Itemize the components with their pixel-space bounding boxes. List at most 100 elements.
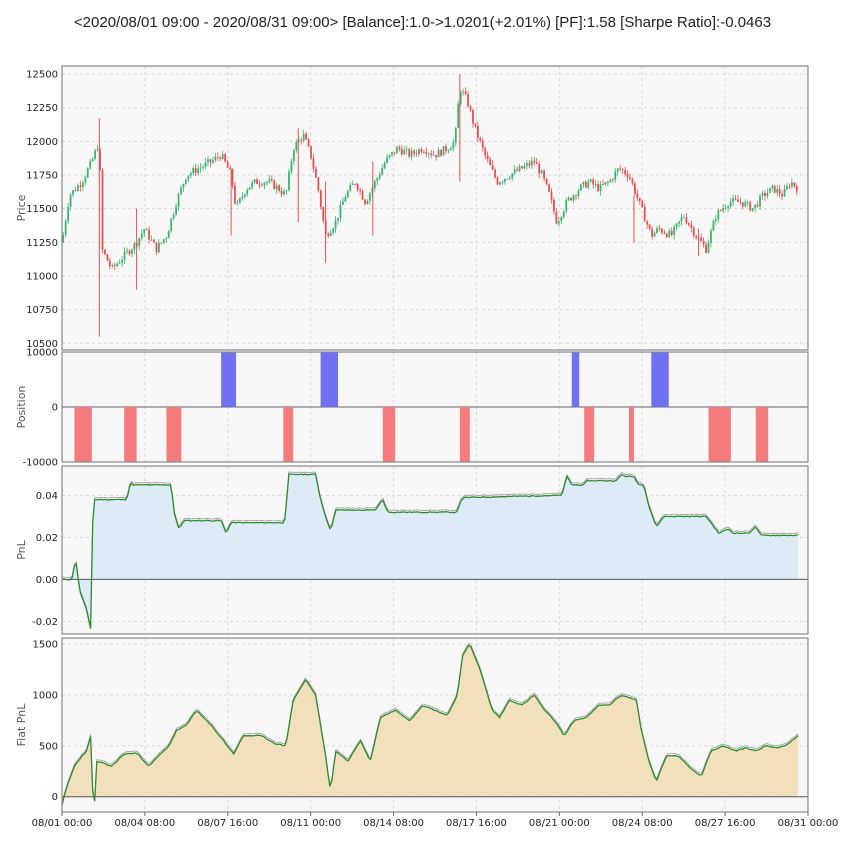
- candle-body: [737, 199, 739, 202]
- x-tick-label: 08/04 08:00: [114, 818, 175, 829]
- candle-body: [435, 154, 438, 158]
- candle-body: [140, 233, 143, 238]
- candle-body: [128, 250, 131, 254]
- candle-body: [660, 228, 663, 233]
- candle-body: [665, 233, 668, 238]
- candle-body: [108, 260, 111, 267]
- candle-body: [197, 168, 200, 174]
- y-tick-label: 11250: [26, 238, 58, 249]
- candle-body: [386, 157, 388, 163]
- candle-body: [761, 192, 764, 196]
- candle-body: [359, 189, 362, 191]
- candle-body: [636, 193, 639, 198]
- candle-body: [351, 183, 354, 186]
- candle-body: [469, 106, 472, 111]
- candle-body: [700, 237, 703, 242]
- candle-body: [422, 152, 425, 153]
- y-axis-label: PnL: [15, 539, 28, 559]
- candle-body: [376, 178, 379, 182]
- candle-body: [116, 263, 119, 267]
- candle-body: [633, 183, 636, 194]
- candle-body: [653, 232, 656, 237]
- candle-body: [337, 218, 339, 221]
- candle-body: [194, 167, 197, 174]
- candle-body: [297, 139, 300, 143]
- candle-body: [391, 152, 393, 156]
- candle-body: [106, 254, 109, 261]
- candle-body: [614, 171, 617, 180]
- candle-body: [251, 182, 254, 188]
- y-tick-label: 0.02: [36, 533, 58, 544]
- candle-body: [560, 217, 563, 222]
- candle-body: [506, 178, 509, 180]
- candle-body: [150, 239, 153, 241]
- candle-body: [503, 178, 506, 182]
- candle-body: [668, 230, 671, 238]
- candle-body: [705, 244, 707, 253]
- candle-body: [256, 179, 258, 184]
- candle-body: [96, 149, 99, 151]
- candle-body: [153, 239, 155, 243]
- position-series: [62, 352, 808, 462]
- candle-body: [776, 189, 779, 193]
- candle-body: [354, 183, 357, 185]
- candle-body: [778, 189, 781, 195]
- candle-body: [167, 230, 170, 238]
- candle-body: [533, 160, 536, 163]
- candle-body: [381, 168, 384, 175]
- candle-body: [305, 133, 308, 140]
- candle-body: [285, 190, 288, 192]
- candle-body: [604, 182, 607, 185]
- candle-body: [766, 192, 769, 197]
- candle-body: [192, 167, 195, 174]
- candle-body: [79, 185, 82, 188]
- candle-body: [393, 152, 396, 154]
- y-tick-label: -10000: [23, 458, 58, 469]
- x-axis: 08/01 00:00 08/04 08:00 08/07 16:00 08/11 0…: [32, 812, 838, 829]
- candle-body: [123, 251, 126, 260]
- candle-body: [791, 182, 793, 187]
- candle-body: [643, 207, 646, 222]
- candle-body: [491, 165, 494, 170]
- candle-body: [280, 191, 283, 195]
- candle-body: [607, 181, 609, 183]
- candle-body: [641, 200, 644, 208]
- candle-body: [133, 242, 136, 250]
- candle-body: [629, 177, 631, 179]
- candle-body: [334, 220, 337, 229]
- short-position-bar: [584, 407, 595, 462]
- candle-body: [398, 147, 401, 150]
- candle-body: [229, 167, 231, 170]
- panel-background: [62, 66, 808, 350]
- candle-body: [609, 179, 612, 182]
- candle-body: [712, 221, 715, 231]
- y-axis-label: Price: [15, 194, 28, 221]
- candle-body: [81, 182, 84, 188]
- candle-body: [594, 184, 597, 185]
- candle-body: [204, 162, 207, 167]
- y-tick-label: 12500: [26, 70, 58, 81]
- candle-body: [555, 211, 558, 224]
- candle-body: [415, 153, 418, 155]
- candle-body: [349, 185, 352, 191]
- panel-border: [61, 351, 809, 463]
- candle-body: [248, 187, 251, 190]
- candle-body: [710, 230, 712, 243]
- candle-body: [702, 241, 705, 245]
- candle-body: [187, 175, 190, 180]
- candle-body: [602, 184, 604, 185]
- candle-body: [300, 139, 303, 141]
- candle-body: [545, 178, 548, 185]
- candle-body: [795, 186, 798, 192]
- candle-body: [62, 234, 65, 243]
- candle-body: [734, 198, 737, 200]
- candle-body: [683, 217, 685, 218]
- candle-body: [479, 137, 482, 141]
- candle-body: [91, 158, 94, 161]
- candle-body: [74, 190, 77, 191]
- series-line: [61, 473, 799, 629]
- candle-body: [771, 185, 774, 188]
- candle-body: [86, 168, 89, 178]
- panel-3: -0.02 0.00 0.02 0.04 PnL: [15, 465, 809, 635]
- candle-body: [118, 262, 121, 264]
